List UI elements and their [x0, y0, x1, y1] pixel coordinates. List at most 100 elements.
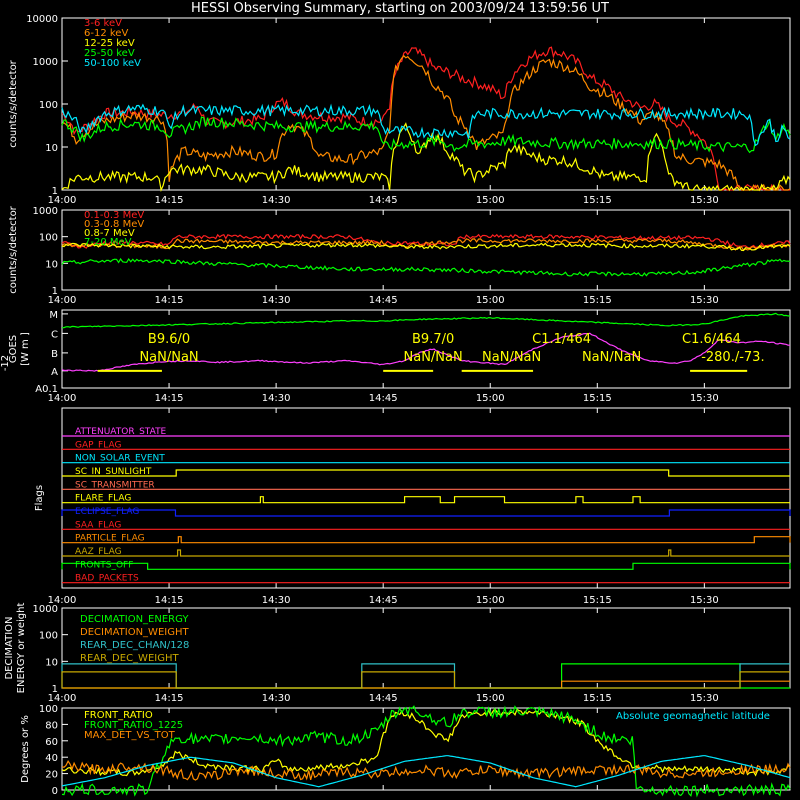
y-tick-label: 100 — [39, 704, 58, 715]
series-line-rates-1 — [61, 54, 791, 192]
series-line-gamma-3 — [61, 257, 791, 277]
series-line-ratios-3 — [61, 755, 791, 788]
time-tick-label: 14:00 — [48, 595, 77, 606]
time-tick-label: 14:30 — [262, 393, 291, 404]
goes-annotation: -280./-73. — [701, 350, 764, 365]
flag-label: NON_SOLAR_EVENT — [75, 454, 165, 464]
panel-frame-ratios — [61, 707, 791, 791]
chart-title: HESSI Observing Summary, starting on 200… — [191, 1, 609, 16]
time-tick-label: 14:45 — [369, 595, 398, 606]
flag-label: PARTICLE_FLAG — [75, 534, 145, 544]
time-tick-label: 14:00 — [48, 295, 77, 306]
y-tick-label: 10 — [45, 657, 58, 668]
legend-entry: FRONT_RATIO_1225 — [84, 720, 183, 731]
series-line-rates-2 — [61, 122, 791, 193]
flag-label: ATTENUATOR_STATE — [75, 427, 167, 437]
legend-entry: MAX_DET_VS_TOT — [84, 730, 176, 741]
panel-frame-flags — [61, 407, 791, 589]
goes-annotation: C1.6/464 — [682, 332, 741, 347]
y-tick-label: A — [51, 367, 58, 378]
series-line-goes-1 — [61, 332, 790, 372]
y-axis-label: counts/s/detector — [8, 59, 19, 147]
time-tick-label: 14:00 — [48, 693, 77, 704]
flag-line — [62, 549, 790, 557]
y-tick-label: 100 — [39, 100, 58, 111]
y-tick-label: 10 — [45, 143, 58, 154]
series-line-rates-4 — [61, 103, 791, 147]
time-tick-label: 14:15 — [155, 693, 184, 704]
flag-label: AAZ_FLAG — [75, 547, 122, 557]
panel-frame-gamma — [61, 209, 791, 291]
series-line-gamma-2 — [61, 242, 791, 252]
y-tick-label: 40 — [45, 753, 58, 764]
time-tick-label: 14:15 — [155, 195, 184, 206]
y-tick-label: 1 — [52, 286, 58, 297]
y-tick-label: 10000 — [26, 14, 58, 25]
y-tick-label: 0 — [52, 786, 58, 797]
series-line-goes-0 — [61, 312, 791, 329]
time-tick-label: 15:30 — [690, 393, 719, 404]
legend-entry: 12-25 keV — [84, 38, 135, 49]
legend-entry: 0.1-0.3 MeV — [84, 210, 144, 221]
flag-label: SC_TRANSMITTER — [75, 480, 155, 490]
panel-flags: Flags ATTENUATOR_STATE GAP_FLAG NON_SOLAR_E… — [34, 407, 791, 606]
y-tick-label: 1000 — [33, 604, 58, 615]
legend-entry: 6-12 keV — [84, 28, 128, 39]
series-line-decimation-2 — [61, 663, 790, 689]
goes-annotation: B9.7/0 — [412, 332, 454, 347]
legend-entry: 0.3-0.8 MeV — [84, 219, 144, 230]
time-tick-label: 14:45 — [369, 393, 398, 404]
y-tick-label: A0.1 — [35, 384, 58, 395]
time-tick-label: 14:15 — [155, 295, 184, 306]
y-tick-label: 1 — [52, 186, 58, 197]
flag-label: BAD_PACKETS — [75, 574, 139, 584]
y-axis-label: [W m ] — [20, 332, 31, 366]
flag-line — [62, 496, 790, 504]
legend-entry: 50-100 keV — [84, 58, 141, 69]
time-tick-label: 14:45 — [369, 295, 398, 306]
flag-line — [62, 536, 791, 544]
time-tick-label: 15:00 — [476, 195, 505, 206]
series-line-decimation-1 — [62, 680, 790, 689]
legend-entry: 25-50 keV — [84, 48, 135, 59]
y-tick-label: 1000 — [33, 206, 58, 217]
y-tick-label: 20 — [45, 770, 58, 781]
time-tick-label: 15:30 — [690, 195, 719, 206]
legend-entry: REAR_DEC_CHAN/128 — [80, 640, 189, 651]
time-tick-label: 15:30 — [690, 693, 719, 704]
geomag-latitude-label: Absolute geomagnetic latitude — [616, 711, 770, 722]
goes-annotation: NaN/NaN — [139, 350, 198, 365]
series-line-ratios-1 — [61, 705, 791, 798]
series-line-decimation-3 — [61, 671, 790, 689]
series-line-decimation-0 — [62, 663, 790, 689]
y-tick-label: M — [49, 310, 58, 321]
y-tick-label: 60 — [45, 737, 58, 748]
time-tick-label: 15:00 — [476, 693, 505, 704]
legend-entry: DECIMATION_ENERGY — [80, 614, 189, 625]
panel-frame-rates — [61, 17, 791, 191]
y-tick-label: 80 — [45, 720, 58, 731]
time-tick-label: 15:00 — [476, 393, 505, 404]
panel-rates: 1 10 100 1000 10000 counts/s/detector 3-6 keV6… — [8, 14, 791, 206]
goes-annotation: NaN/NaN — [404, 350, 463, 365]
time-tick-label: 15:00 — [476, 595, 505, 606]
goes-annotation: B9.6/0 — [148, 332, 190, 347]
y-axis-label: DECIMATION — [4, 616, 15, 679]
panel-ratios: 0 20 40 60 80 100 Degrees or % FRONT_RATIOFRONT… — [20, 704, 791, 798]
flag-label: SAA_FLAG — [75, 520, 121, 530]
time-tick-label: 15:00 — [476, 295, 505, 306]
flag-label: GAP_FLAG — [75, 440, 121, 450]
time-tick-label: 15:30 — [690, 295, 719, 306]
legend-entry: 3-6 keV — [84, 18, 122, 29]
y-tick-label: 1 — [52, 684, 58, 695]
time-tick-label: 14:30 — [262, 595, 291, 606]
legend-entry: REAR_DEC_WEIGHT — [80, 653, 179, 664]
time-tick-label: 14:00 — [48, 195, 77, 206]
flag-label: ECLIPSE_FLAG — [75, 507, 139, 517]
legend-entry: FRONT_RATIO — [84, 710, 153, 721]
time-tick-label: 14:30 — [262, 295, 291, 306]
goes-annotation: NaN/NaN — [482, 350, 541, 365]
